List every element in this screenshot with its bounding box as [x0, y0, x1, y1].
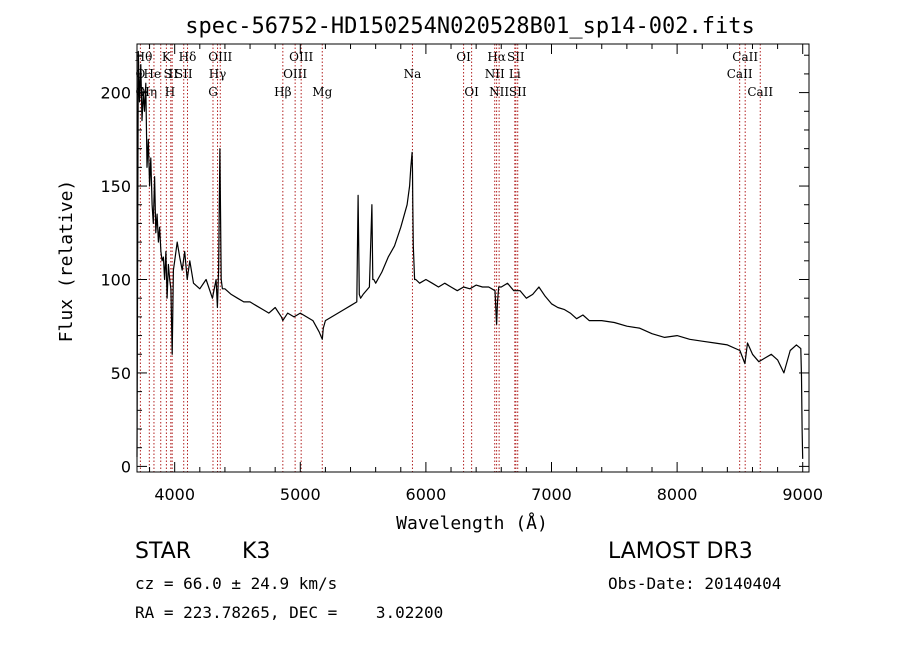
flux-series-line	[136, 50, 804, 459]
axes: 4000 5000 6000 7000 8000 9000 0 50 100 150 200	[100, 43, 823, 504]
y-tick-label: 100	[100, 270, 131, 289]
x-tick-label: 6000	[406, 485, 447, 504]
x-axis-label: Wavelength (Å)	[396, 512, 548, 534]
spectral-line-label: CaII	[727, 67, 753, 81]
spectral-line-label: OIII	[208, 50, 232, 64]
y-tick-label: 0	[121, 457, 131, 476]
spectral-line-label: NII	[489, 85, 509, 99]
x-tick-label: 9000	[782, 485, 823, 504]
spectral-line-label: OI	[464, 85, 479, 99]
spectral-line-label: SII	[509, 85, 527, 99]
y-tick-label: 200	[100, 84, 131, 103]
chart-title: spec-56752-HD150254N020528B01_sp14-002.f…	[185, 14, 755, 39]
redshift-info: cz = 66.0 ± 24.9 km/s	[135, 574, 338, 593]
spectral-line-label: H	[165, 85, 175, 99]
spectral-line-label: CaII	[747, 85, 773, 99]
spectral-line-label: Hα	[487, 50, 506, 64]
spectral-line-label: He	[144, 67, 162, 81]
spectral-line-label: II	[169, 67, 179, 81]
spectral-line-label: Hδ	[179, 50, 197, 64]
spectral-line-label: Li	[509, 67, 521, 81]
spectral-line-label: Mg	[312, 85, 332, 99]
survey-name: LAMOST DR3	[608, 539, 753, 564]
x-tick-label: 4000	[154, 485, 195, 504]
plot-area	[136, 50, 804, 459]
spectral-line-label: Na	[404, 67, 422, 81]
spectral-line-label: K	[162, 50, 172, 64]
coordinates: RA = 223.78265, DEC = 3.02200	[135, 603, 444, 622]
spectral-line-label: SII	[175, 67, 193, 81]
plot-frame	[136, 43, 810, 473]
spectral-line-label: S	[164, 67, 172, 81]
spectral-line-label: Hγ	[209, 67, 227, 81]
spectral-line-label: Hβ	[274, 85, 291, 99]
spectral-line-label: O	[135, 85, 145, 99]
x-tick-label: 7000	[531, 485, 572, 504]
spectral-line-label: OIII	[283, 67, 307, 81]
object-class: STAR	[135, 539, 192, 564]
y-axis-label: Flux (relative)	[56, 180, 77, 343]
y-tick-label: 50	[111, 364, 131, 383]
spectral-line-label: CaII	[732, 50, 758, 64]
x-tick-label: 8000	[657, 485, 698, 504]
spectral-line-label: SII	[507, 50, 525, 64]
spectral-line-label: NII	[485, 67, 505, 81]
spectral-line-label: G	[208, 85, 218, 99]
spectral-line-label: OI	[456, 50, 471, 64]
observation-date: Obs-Date: 20140404	[608, 574, 782, 593]
x-tick-label: 5000	[280, 485, 321, 504]
y-tick-label: 150	[100, 177, 131, 196]
spectral-line-label: OIII	[289, 50, 313, 64]
object-subclass: K3	[242, 539, 271, 564]
